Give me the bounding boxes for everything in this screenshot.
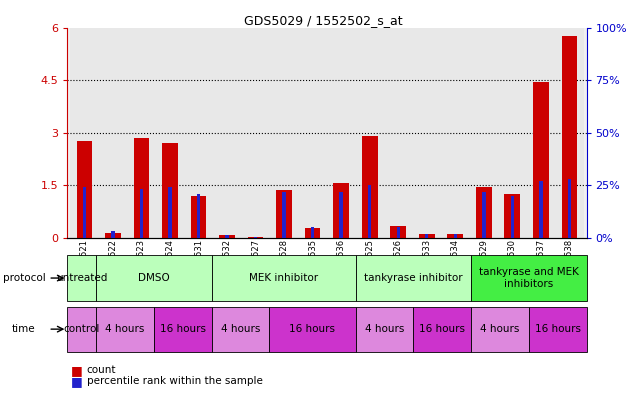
Text: untreated: untreated (56, 273, 108, 283)
Bar (447, 233, 463, 238)
Bar (333, 184, 349, 238)
Bar (413, 307, 471, 352)
Bar (568, 179, 571, 238)
Bar (70, 28, 99, 238)
Bar (241, 28, 270, 238)
Bar (127, 28, 156, 238)
Bar (419, 233, 435, 238)
Bar (356, 255, 471, 301)
Bar (154, 307, 212, 352)
Bar (441, 28, 470, 238)
Text: 4 hours: 4 hours (105, 324, 145, 334)
Bar (76, 141, 92, 238)
Bar (504, 194, 520, 238)
Bar (384, 28, 413, 238)
Text: count: count (87, 365, 116, 375)
Bar (470, 28, 498, 238)
Bar (498, 28, 527, 238)
Text: protocol: protocol (3, 273, 46, 283)
Bar (112, 231, 115, 238)
Text: percentile rank within the sample: percentile rank within the sample (87, 376, 262, 386)
Bar (99, 28, 127, 238)
Bar (539, 181, 542, 238)
Bar (96, 307, 154, 352)
Bar (247, 237, 263, 238)
Text: tankyrase inhibitor: tankyrase inhibitor (364, 273, 463, 283)
Bar (254, 237, 257, 238)
Text: tankyrase and MEK
inhibitors: tankyrase and MEK inhibitors (479, 267, 579, 289)
Bar (270, 28, 298, 238)
Bar (362, 136, 378, 238)
Bar (162, 143, 178, 238)
Bar (213, 28, 241, 238)
Bar (340, 191, 343, 238)
Bar (197, 194, 200, 238)
Bar (212, 307, 269, 352)
Bar (471, 255, 587, 301)
Bar (511, 196, 514, 238)
Bar (276, 191, 292, 238)
Bar (533, 82, 549, 238)
Bar (454, 233, 457, 238)
Bar (368, 185, 371, 238)
Bar (527, 28, 555, 238)
Bar (190, 196, 206, 238)
Bar (476, 187, 492, 238)
Bar (529, 307, 587, 352)
Text: ■: ■ (71, 364, 82, 377)
Text: 4 hours: 4 hours (365, 324, 404, 334)
Bar (96, 255, 212, 301)
Bar (471, 307, 529, 352)
Bar (425, 233, 428, 238)
Bar (390, 226, 406, 238)
Bar (67, 307, 96, 352)
Text: 4 hours: 4 hours (221, 324, 260, 334)
Bar (67, 255, 96, 301)
Text: 16 hours: 16 hours (290, 324, 335, 334)
Bar (298, 28, 327, 238)
Text: ■: ■ (71, 375, 82, 388)
Bar (133, 138, 149, 238)
Bar (105, 233, 121, 238)
Text: GDS5029 / 1552502_s_at: GDS5029 / 1552502_s_at (244, 14, 402, 27)
Bar (156, 28, 184, 238)
Text: 4 hours: 4 hours (480, 324, 520, 334)
Bar (184, 28, 213, 238)
Bar (83, 187, 86, 238)
Text: MEK inhibitor: MEK inhibitor (249, 273, 318, 283)
Bar (356, 28, 384, 238)
Bar (356, 307, 413, 352)
Text: 16 hours: 16 hours (535, 324, 581, 334)
Text: DMSO: DMSO (138, 273, 170, 283)
Bar (212, 255, 356, 301)
Bar (327, 28, 356, 238)
Bar (169, 187, 172, 238)
Bar (413, 28, 441, 238)
Bar (482, 191, 485, 238)
Bar (140, 189, 143, 238)
Bar (269, 307, 356, 352)
Bar (305, 228, 320, 238)
Bar (562, 36, 578, 238)
Bar (226, 235, 229, 238)
Text: time: time (12, 324, 35, 334)
Bar (555, 28, 584, 238)
Bar (283, 191, 286, 238)
Text: control: control (63, 324, 100, 334)
Text: 16 hours: 16 hours (160, 324, 206, 334)
Bar (219, 235, 235, 238)
Bar (311, 227, 314, 238)
Bar (397, 227, 400, 238)
Text: 16 hours: 16 hours (419, 324, 465, 334)
